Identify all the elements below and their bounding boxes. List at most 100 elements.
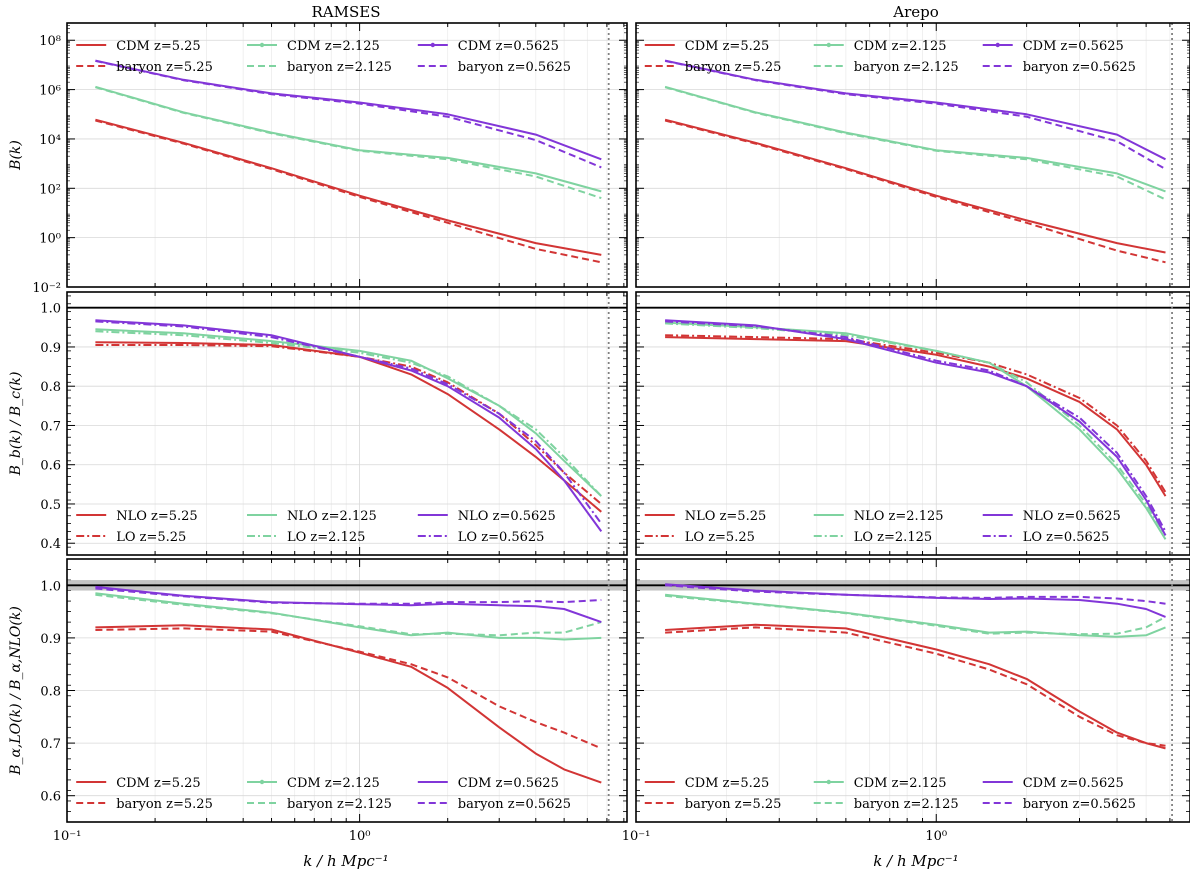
axes-frame	[66, 291, 628, 556]
panel-arepo-row1: NLO z=5.25 NLO z=2.125 NLO z=0.5625 LO z=5.…	[635, 291, 1190, 556]
series-line-solid-z5	[665, 623, 1166, 750]
y-tick-label: 0.9	[40, 341, 61, 356]
legend-label: CDM z=5.25	[685, 776, 770, 791]
legend-marker	[826, 42, 831, 48]
y-tick-label: 0.6	[40, 790, 61, 805]
legend-label: baryon z=2.125	[854, 797, 959, 812]
series-line-solid-z05	[664, 59, 1166, 161]
y-tick-label: 1.0	[40, 579, 61, 594]
series-line-dashdot-z05	[95, 320, 603, 525]
y-tick-label: 0.7	[40, 419, 61, 434]
axes-frame	[635, 558, 1190, 823]
legend-label: CDM z=5.25	[116, 776, 201, 791]
plot-area	[636, 292, 1190, 555]
series-line-dashed-z5	[95, 119, 602, 264]
legend-label: NLO z=2.125	[287, 509, 377, 524]
series-line-solid-z5	[95, 624, 602, 784]
plot-area	[67, 559, 627, 822]
legend-marker	[259, 42, 265, 48]
legend-label: LO z=0.5625	[1023, 530, 1110, 545]
legend-label: CDM z=0.5625	[458, 39, 559, 54]
legend-label: baryon z=5.25	[685, 60, 782, 75]
legend-label: baryon z=5.25	[116, 797, 213, 812]
y-tick-label: 0.8	[40, 380, 61, 395]
series-line-dashed-z05	[665, 584, 1166, 605]
series-line-solid-z05	[95, 319, 603, 532]
axes-frame	[66, 558, 628, 823]
legend-label: LO z=5.25	[685, 530, 755, 545]
series-line-dashed-z5	[664, 119, 1166, 264]
y-tick-label: 0.7	[40, 737, 61, 752]
x-tick-label: 10⁻¹	[622, 829, 651, 844]
plot-area	[636, 559, 1190, 822]
plot-area	[67, 292, 627, 555]
legend-marker	[995, 42, 1000, 48]
legend-label: CDM z=2.125	[854, 39, 947, 54]
series-line-dashed-z5	[665, 626, 1166, 747]
y-tick-label: 1.0	[40, 302, 61, 317]
y-tick-label: 0.9	[40, 632, 61, 647]
legend-label: NLO z=5.25	[116, 509, 198, 524]
legend-label: NLO z=2.125	[854, 509, 944, 524]
y-tick-label: 10⁶	[39, 84, 61, 99]
legend-label: CDM z=2.125	[287, 776, 380, 791]
axes-frame	[635, 291, 1190, 556]
y-tick-label: 10⁴	[39, 133, 61, 148]
panel-arepo-row0: CDM z=5.25 CDM z=2.125 CDM z=0.5625 baryon …	[635, 22, 1190, 288]
legend-label: NLO z=5.25	[685, 509, 767, 524]
legend-label: NLO z=0.5625	[1023, 509, 1121, 524]
plot-area	[95, 23, 610, 287]
series-line-solid-z05	[665, 319, 1167, 536]
plot-area	[664, 23, 1173, 287]
col-title-ramses: RAMSES	[312, 3, 381, 21]
panel-ramses-row2: 0.6 0.7 0.8 0.9 1.0 10⁻¹ 10⁰ B_α,LO(k) / B_α,NL…	[8, 558, 628, 844]
legend-marker	[259, 779, 265, 785]
x-tick-label: 10⁻¹	[53, 829, 82, 844]
series-line-dashed-z05	[95, 587, 602, 605]
legend-label: LO z=0.5625	[458, 530, 545, 545]
plot-panels: 10⁻² 10⁰ 10² 10⁴ 10⁶ 10⁸ B(k) CDM z=5.25 CDM z=2…	[8, 22, 1190, 844]
series-line-solid-z5	[665, 336, 1167, 497]
legend-label: CDM z=0.5625	[1023, 776, 1124, 791]
xlabel-left: k / h Mpc⁻¹	[303, 852, 388, 870]
axes-frame	[66, 22, 628, 288]
y-axis-label: B_b(k) / B_c(k)	[8, 372, 24, 477]
series-line-dashed-z05	[95, 59, 602, 169]
series-line-solid-z5	[95, 341, 602, 513]
series-line-dashed-z2	[665, 594, 1166, 636]
legend-label: baryon z=0.5625	[1023, 797, 1136, 812]
legend-label: CDM z=5.25	[116, 39, 201, 54]
x-tick-label: 10⁰	[349, 829, 371, 844]
panel-ramses-row1: 0.4 0.5 0.6 0.7 0.8 0.9 1.0 B_b(k) / B_c(k) NLO …	[8, 291, 628, 556]
legend-label: NLO z=0.5625	[458, 509, 556, 524]
legend-label: baryon z=2.125	[854, 60, 959, 75]
legend-label: LO z=5.25	[116, 530, 186, 545]
y-tick-label: 10²	[39, 182, 61, 197]
y-tick-label: 0.8	[40, 685, 61, 700]
y-tick-label: 0.4	[40, 537, 61, 552]
legend-label: baryon z=5.25	[116, 60, 213, 75]
y-tick-label: 10⁰	[39, 232, 61, 247]
series-line-dashed-z05	[664, 59, 1166, 170]
axes-frame	[635, 22, 1190, 288]
series-line-dashdot-z05	[665, 320, 1167, 532]
legend-marker	[826, 779, 831, 785]
series-line-dashed-z2	[664, 86, 1166, 201]
legend-label: CDM z=2.125	[287, 39, 380, 54]
y-tick-label: 0.5	[40, 498, 61, 513]
legend-label: CDM z=5.25	[685, 39, 770, 54]
panel-ramses-row0: 10⁻² 10⁰ 10² 10⁴ 10⁶ 10⁸ B(k) CDM z=5.25 CDM z=2…	[8, 22, 628, 296]
legend-label: baryon z=0.5625	[458, 60, 571, 75]
series-line-dashed-z5	[95, 627, 602, 750]
legend-label: CDM z=2.125	[854, 776, 947, 791]
legend-label: baryon z=0.5625	[1023, 60, 1136, 75]
series-line-dashdot-z2	[95, 330, 603, 497]
xlabel-right: k / h Mpc⁻¹	[873, 852, 958, 870]
y-axis-label: B_α,LO(k) / B_α,NLO(k)	[8, 606, 24, 776]
series-line-dashdot-z5	[665, 334, 1167, 493]
legend-label: baryon z=2.125	[287, 797, 392, 812]
legend-marker	[430, 42, 435, 48]
y-tick-label: 10⁸	[39, 34, 61, 49]
x-tick-label: 10⁰	[925, 829, 947, 844]
y-tick-label: 10⁻²	[32, 281, 61, 296]
